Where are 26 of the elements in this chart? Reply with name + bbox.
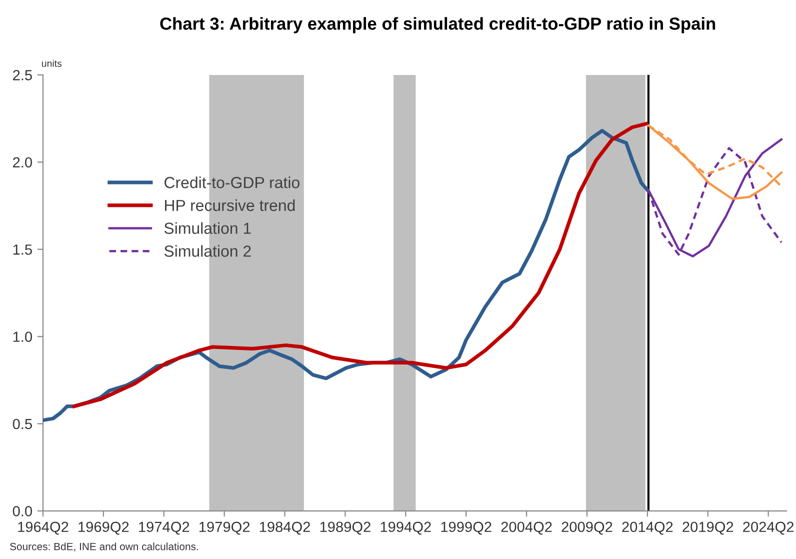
x-tick-label: 1989Q2 [320,522,370,535]
x-tick-label: 2014Q2 [622,522,673,535]
y-tick-label: 0.0 [12,506,32,516]
x-tick-label: 1994Q2 [380,522,431,535]
x-tick-label: 1964Q2 [18,522,68,535]
legend-label: HP recursive trend [165,199,295,212]
x-tick-label: 2004Q2 [501,522,552,535]
y-tick-label: 0.5 [12,418,32,430]
y-tick-label: 2.5 [13,70,32,80]
x-tick-label: 2009Q2 [562,522,612,535]
x-tick-label: 1984Q2 [260,522,310,535]
x-tick-label: 1999Q2 [441,522,492,535]
y-tick-label: 1.0 [13,332,32,342]
y-axis-title: units [42,60,62,67]
x-tick-label: 1969Q2 [78,522,129,535]
legend-label: Credit-to-GDP ratio [164,176,300,188]
x-tick-label: 1979Q2 [199,522,250,535]
x-tick-label: 1974Q2 [139,522,190,535]
x-tick-label: 2019Q2 [682,522,734,535]
y-tick-label: 2.0 [13,157,32,168]
x-tick-label: 2024Q2 [743,522,794,535]
source-note: Sources: BdE, INE and own calculations. [10,542,198,552]
legend-label: Simulation 2 [164,245,251,257]
legend-label: Simulation 1 [164,222,251,234]
y-tick-label: 1.5 [13,244,32,255]
chart-title: Chart 3: Arbitrary example of simulated credit-to-GDP ratio in Spain [160,17,716,34]
